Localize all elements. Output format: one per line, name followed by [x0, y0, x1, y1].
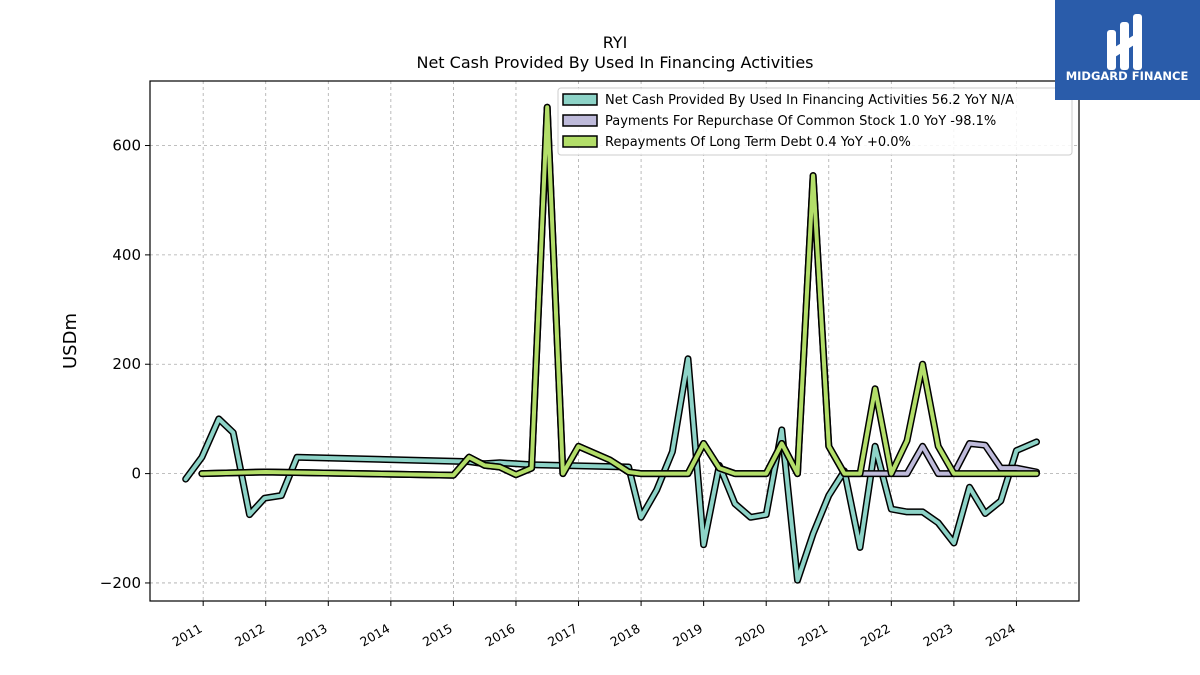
- series-line: [183, 356, 1039, 583]
- legend: Net Cash Provided By Used In Financing A…: [557, 87, 1073, 156]
- legend-entry-net-cash: Net Cash Provided By Used In Financing A…: [605, 93, 1014, 108]
- series-2: [198, 103, 1040, 479]
- logo-mark-icon: [1107, 14, 1142, 70]
- y-tick-label: −200: [100, 574, 141, 592]
- logo-text: MIDGARD FINANCE: [1066, 69, 1189, 83]
- legend-swatch-net-cash: [562, 93, 598, 106]
- legend-frame: [557, 87, 1073, 156]
- brand-logo: MIDGARD FINANCE: [1055, 0, 1200, 100]
- series-lines: [182, 103, 1040, 584]
- legend-swatch-repurchase: [562, 114, 598, 127]
- series-line: [199, 105, 1039, 478]
- y-axis-label: USDm: [60, 313, 81, 369]
- y-tick-label: 200: [112, 355, 141, 373]
- legend-entry-repurchase: Payments For Repurchase Of Common Stock …: [605, 114, 996, 129]
- chart-title: RYI: [603, 33, 628, 52]
- y-tick-label: 0: [131, 465, 141, 483]
- chart-subtitle: Net Cash Provided By Used In Financing A…: [416, 53, 813, 72]
- plot-frame: [149, 80, 1080, 602]
- y-tick-label: 400: [112, 246, 141, 264]
- series-0: [182, 355, 1040, 584]
- y-axis-ticks: −200 0 200 400 600: [100, 137, 150, 592]
- legend-swatch-repayments: [562, 135, 598, 148]
- legend-entry-repayments: Repayments Of Long Term Debt 0.4 YoY +0.…: [605, 135, 911, 150]
- y-tick-label: 600: [112, 137, 141, 155]
